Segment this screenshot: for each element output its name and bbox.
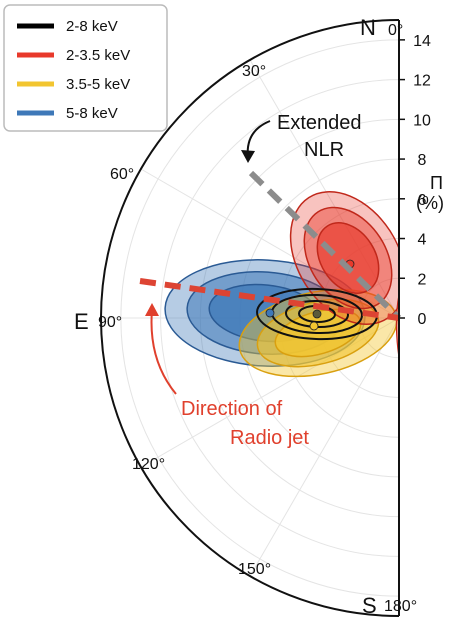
- compass-north: N: [360, 15, 376, 40]
- contour-layer: [164, 191, 399, 378]
- jet-arrowhead: [145, 303, 159, 316]
- annotation-nlr-line1: Extended: [277, 112, 362, 134]
- series-center-point: [312, 309, 322, 319]
- annotation-jet-line2: Radio jet: [230, 427, 309, 449]
- radial-tick-label: 2: [418, 271, 427, 288]
- legend-box: [3, 4, 168, 132]
- angle-label-150: 150°: [238, 561, 271, 578]
- series-center-point: [309, 321, 319, 331]
- radial-tick-label: 6: [418, 192, 427, 209]
- radial-axis-symbol: Π: [430, 173, 443, 193]
- compass-south: S: [362, 593, 377, 618]
- radial-tick-label: 0: [418, 311, 427, 328]
- jet-annotation-arrow: [150, 309, 177, 395]
- contour-tail-2-3.5: [395, 294, 399, 375]
- radial-tick-label: 14: [413, 33, 431, 50]
- radial-tick-label: 12: [413, 73, 431, 90]
- radial-tick-label: 10: [413, 112, 431, 129]
- polar-outer-arc: [100, 19, 400, 617]
- legend-label: 5-8 keV: [66, 105, 118, 122]
- compass-east-deg: 90°: [98, 314, 122, 331]
- angle-label-60: 60°: [110, 166, 134, 183]
- contour-group-2-3-5-keV: [289, 191, 399, 325]
- radial-tick-label: 4: [418, 232, 427, 249]
- legend-label: 3.5-5 keV: [66, 76, 130, 93]
- annotation-jet-line1: Direction of: [181, 398, 283, 420]
- nlr-arrowhead: [241, 150, 255, 163]
- radial-tick-label: 8: [418, 152, 427, 169]
- legend: 2-8 keV 2-3.5 keV 3.5-5 keV 5-8 keV: [3, 4, 168, 132]
- radio-jet-direction-line: [139, 278, 400, 321]
- angle-label-30: 30°: [242, 63, 266, 80]
- compass-south-deg: 180°: [384, 598, 417, 615]
- radial-axis-unit: (%): [416, 193, 444, 213]
- nlr-direction-line: [248, 170, 402, 321]
- legend-label: 2-3.5 keV: [66, 47, 130, 64]
- compass-north-deg: 0°: [388, 22, 403, 39]
- series-center-point: [265, 308, 275, 318]
- legend-label: 2-8 keV: [66, 18, 118, 35]
- compass-east: E: [74, 309, 89, 334]
- angle-label-120: 120°: [132, 456, 165, 473]
- radial-axis-ticks: 0 2 4 6 8 10 12 14: [399, 33, 431, 328]
- annotation-nlr-line2: NLR: [304, 139, 344, 161]
- grid-spoke: [249, 317, 399, 577]
